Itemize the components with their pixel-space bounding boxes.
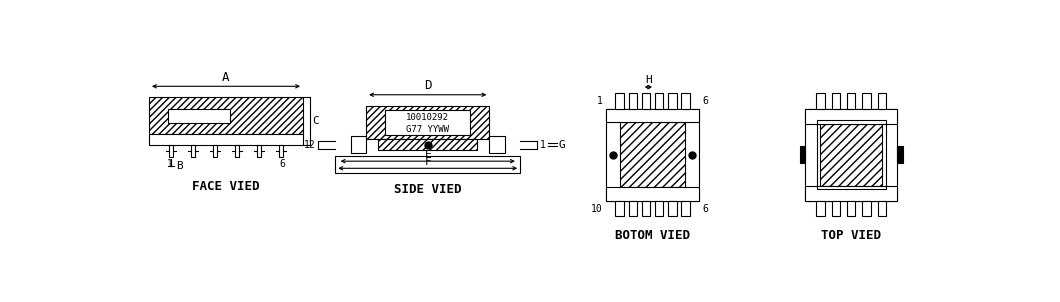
Bar xyxy=(213,145,217,157)
Text: 12: 12 xyxy=(304,140,316,150)
Bar xyxy=(149,97,303,134)
Bar xyxy=(351,136,366,153)
Bar xyxy=(606,109,699,123)
Bar xyxy=(616,201,624,217)
Bar xyxy=(832,201,841,217)
Bar xyxy=(606,187,699,201)
Bar xyxy=(620,123,685,187)
Text: 1: 1 xyxy=(166,159,173,169)
Bar xyxy=(234,145,240,157)
Bar xyxy=(279,145,283,157)
Bar xyxy=(805,186,898,201)
Text: E: E xyxy=(424,149,431,160)
Bar xyxy=(863,201,871,217)
Bar xyxy=(668,201,676,217)
Bar xyxy=(629,201,637,217)
Bar xyxy=(641,93,650,109)
Bar xyxy=(847,93,855,109)
Text: BOTOM VIED: BOTOM VIED xyxy=(615,229,690,242)
Bar xyxy=(655,93,664,109)
Bar xyxy=(616,93,624,109)
Bar xyxy=(386,110,470,135)
Bar xyxy=(820,124,882,186)
Text: 10010292: 10010292 xyxy=(406,113,449,122)
Bar xyxy=(668,93,676,109)
Bar xyxy=(169,109,230,123)
Bar xyxy=(366,105,490,140)
Bar xyxy=(816,201,825,217)
Text: G77 YYWW: G77 YYWW xyxy=(406,125,449,134)
Text: G: G xyxy=(559,140,565,150)
Text: D: D xyxy=(424,79,431,92)
Bar xyxy=(799,146,805,163)
Bar xyxy=(805,109,898,201)
Text: 6: 6 xyxy=(703,204,708,214)
Bar xyxy=(847,201,855,217)
Bar xyxy=(169,145,174,157)
Bar xyxy=(832,93,841,109)
Bar xyxy=(816,93,825,109)
Bar xyxy=(257,145,262,157)
Bar xyxy=(878,93,886,109)
Text: FACE VIED: FACE VIED xyxy=(192,180,260,193)
Bar xyxy=(682,93,690,109)
Text: 1: 1 xyxy=(597,96,602,106)
Bar xyxy=(805,109,898,124)
Bar xyxy=(149,134,303,145)
Text: 6: 6 xyxy=(280,159,285,169)
Text: C: C xyxy=(313,116,319,126)
Text: TOP VIED: TOP VIED xyxy=(822,229,881,242)
Text: 6: 6 xyxy=(703,96,708,106)
Bar xyxy=(641,201,650,217)
Bar xyxy=(191,145,195,157)
Bar xyxy=(606,109,699,201)
Bar xyxy=(863,93,871,109)
Text: 10: 10 xyxy=(590,204,602,214)
Bar xyxy=(490,136,505,153)
Text: H: H xyxy=(644,75,652,85)
Text: F: F xyxy=(424,157,431,167)
Bar xyxy=(378,140,477,150)
Bar xyxy=(898,146,903,163)
Bar xyxy=(335,156,520,172)
Text: 1: 1 xyxy=(540,140,545,150)
Bar xyxy=(655,201,664,217)
Bar xyxy=(878,201,886,217)
Bar xyxy=(816,120,886,189)
Bar xyxy=(682,201,690,217)
Text: A: A xyxy=(223,71,230,84)
Text: B: B xyxy=(176,161,183,171)
Bar xyxy=(629,93,637,109)
Text: SIDE VIED: SIDE VIED xyxy=(394,183,461,196)
